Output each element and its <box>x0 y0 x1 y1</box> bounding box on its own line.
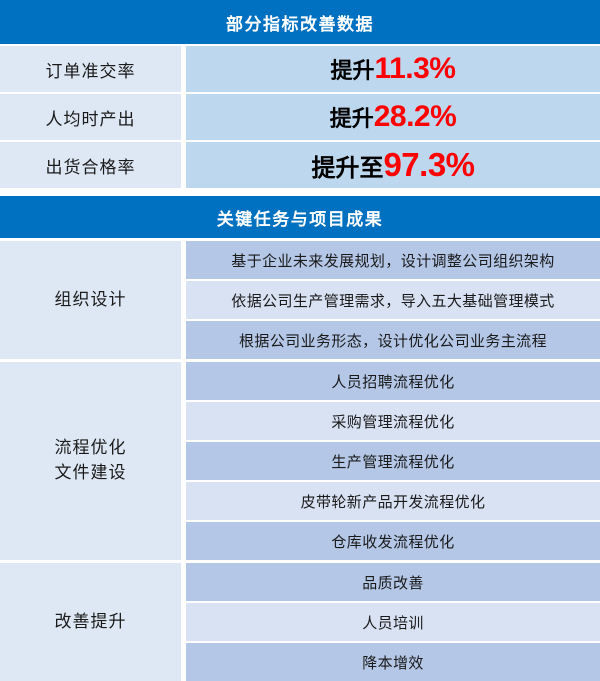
list-item: 根据公司业务形态，设计优化公司业务主流程 <box>186 321 600 359</box>
list-item: 皮带轮新产品开发流程优化 <box>186 482 600 520</box>
list-item: 人员培训 <box>186 603 600 641</box>
list-item: 人员招聘流程优化 <box>186 362 600 400</box>
metric-value-prefix: 提升至 <box>311 154 384 182</box>
list-item: 采购管理流程优化 <box>186 402 600 440</box>
tasks-table: 关键任务与项目成果 组织设计 基于企业未来发展规划，设计调整公司组织架构 依据公… <box>0 196 600 681</box>
table-row: 人均时产出 提升 28.2% <box>0 94 600 140</box>
list-item: 仓库收发流程优化 <box>186 522 600 560</box>
metric-value: 提升 28.2% <box>186 94 600 140</box>
task-item-list: 人员招聘流程优化 采购管理流程优化 生产管理流程优化 皮带轮新产品开发流程优化 … <box>186 362 600 560</box>
list-item: 生产管理流程优化 <box>186 442 600 480</box>
task-group: 流程优化 文件建设 人员招聘流程优化 采购管理流程优化 生产管理流程优化 皮带轮… <box>0 362 600 560</box>
task-group-label-line: 组织设计 <box>54 289 127 309</box>
list-item: 依据公司生产管理需求，导入五大基础管理模式 <box>186 281 600 319</box>
task-group-label: 组织设计 <box>0 241 181 359</box>
metric-name: 人均时产出 <box>0 94 181 140</box>
task-item-list: 基于企业未来发展规划，设计调整公司组织架构 依据公司生产管理需求，导入五大基础管… <box>186 241 600 359</box>
metric-value-number: 28.2% <box>373 100 457 133</box>
task-item-list: 品质改善 人员培训 降本增效 <box>186 563 600 681</box>
metric-value-number: 11.3% <box>374 52 456 85</box>
table-row: 出货合格率 提升至 97.3% <box>0 142 600 188</box>
metric-value-prefix: 提升 <box>330 58 375 83</box>
task-group-label-line: 流程优化 <box>54 438 127 458</box>
list-item: 降本增效 <box>186 643 600 681</box>
tasks-table-title: 关键任务与项目成果 <box>0 196 600 238</box>
metric-name: 出货合格率 <box>0 142 181 188</box>
metric-value: 提升 11.3% <box>186 46 600 92</box>
task-group: 组织设计 基于企业未来发展规划，设计调整公司组织架构 依据公司生产管理需求，导入… <box>0 241 600 359</box>
metric-name: 订单准交率 <box>0 46 181 92</box>
task-group-label-line: 文件建设 <box>54 463 127 482</box>
table-row: 订单准交率 提升 11.3% <box>0 46 600 92</box>
list-item: 基于企业未来发展规划，设计调整公司组织架构 <box>186 241 600 279</box>
task-group-label: 流程优化 文件建设 <box>0 362 181 560</box>
metric-value: 提升至 97.3% <box>186 142 600 188</box>
task-group: 改善提升 品质改善 人员培训 降本增效 <box>0 563 600 681</box>
metric-value-prefix: 提升 <box>329 106 374 131</box>
metrics-table: 部分指标改善数据 订单准交率 提升 11.3% 人均时产出 提升 28.2% 出… <box>0 0 600 188</box>
metrics-table-title: 部分指标改善数据 <box>0 0 600 44</box>
task-group-label-line: 改善提升 <box>54 611 127 631</box>
task-group-label: 改善提升 <box>0 563 181 681</box>
metric-value-number: 97.3% <box>383 146 475 183</box>
list-item: 品质改善 <box>186 563 600 601</box>
panel-divider <box>0 188 600 196</box>
